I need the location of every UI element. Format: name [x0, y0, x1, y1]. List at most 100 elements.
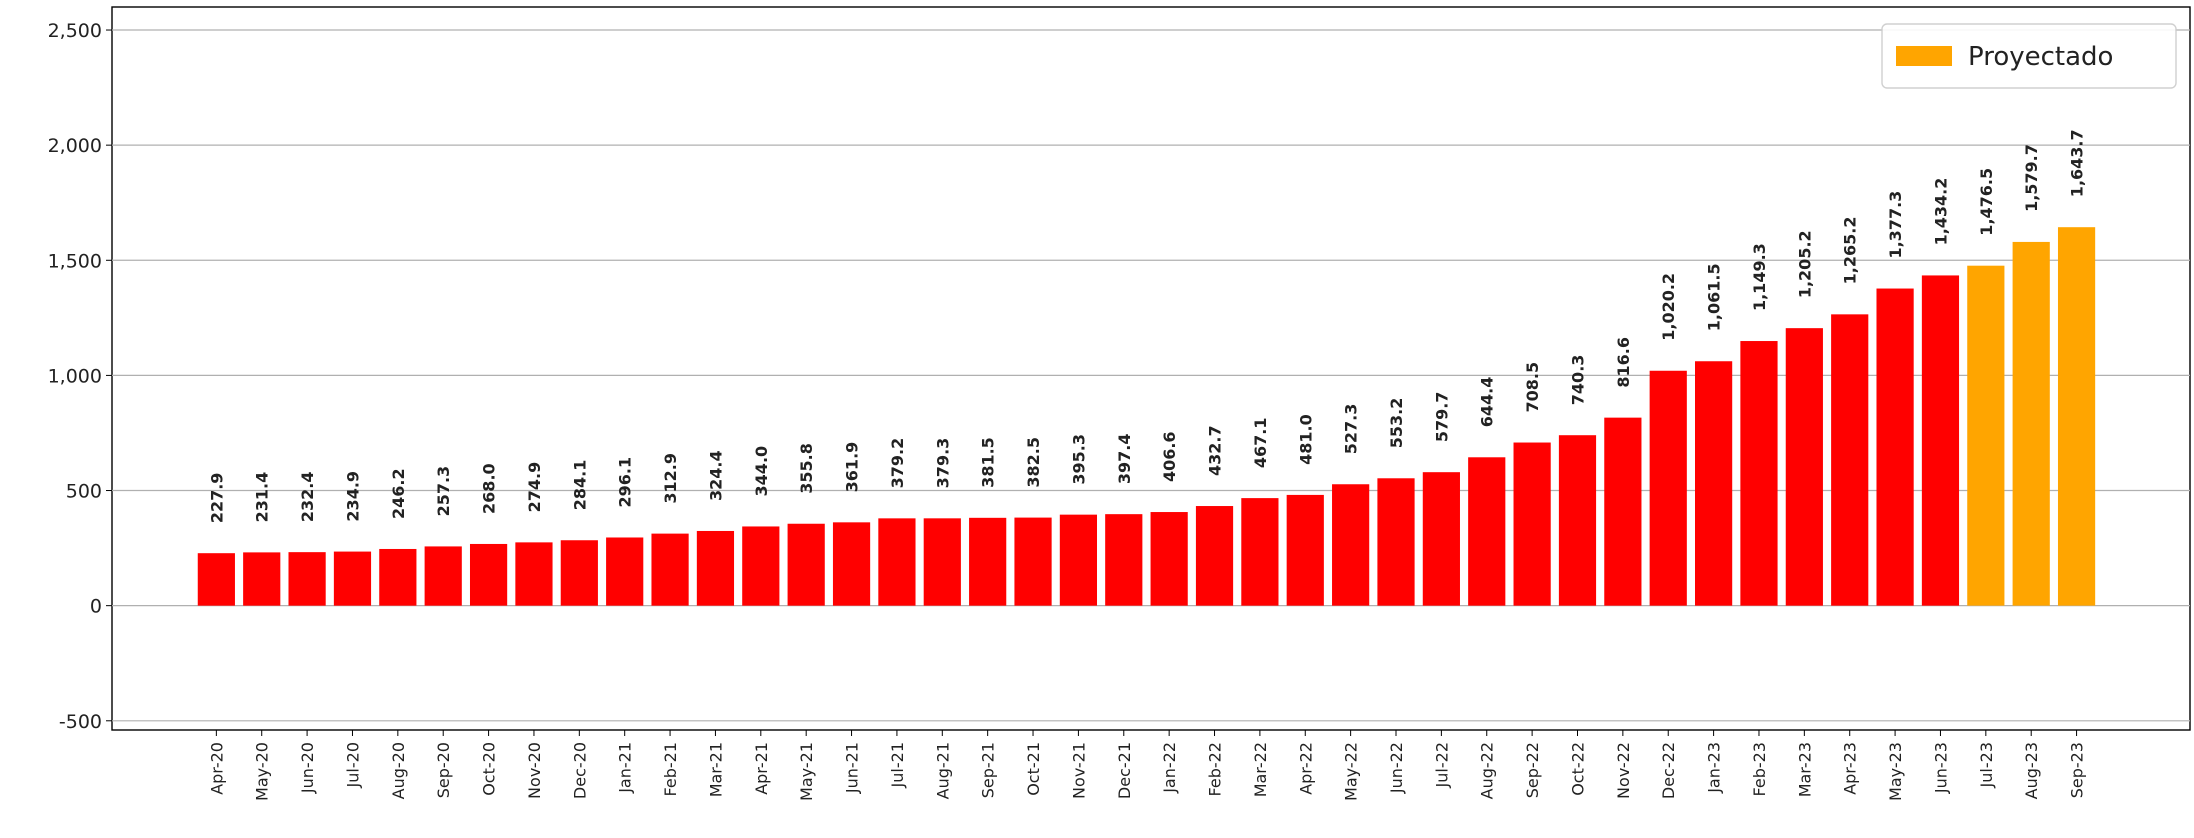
bar [1241, 498, 1279, 606]
value-label: 1,377.3 [1886, 191, 1905, 259]
x-tick-label: Jun-22 [1387, 742, 1406, 794]
x-tick-label: Sep-20 [434, 742, 453, 798]
value-label: 1,061.5 [1705, 263, 1724, 331]
bar [1195, 506, 1234, 606]
bar [1468, 457, 1506, 606]
x-tick-label: Aug-23 [2022, 742, 2041, 799]
value-label: 467.1 [1251, 418, 1270, 469]
value-label: 1,020.2 [1659, 273, 1678, 341]
bar [2057, 227, 2096, 606]
value-label: 1,579.7 [2022, 144, 2041, 212]
bar [651, 533, 689, 606]
x-tick-label: May-21 [797, 742, 816, 801]
value-label: 406.6 [1160, 431, 1179, 482]
x-tick-label: May-23 [1886, 742, 1905, 801]
x-tick-label: Feb-21 [661, 742, 680, 796]
x-tick-label: Jun-21 [843, 742, 862, 794]
y-tick-label: 1,500 [48, 250, 102, 272]
value-label: 312.9 [661, 453, 680, 504]
x-tick-label: Nov-22 [1614, 742, 1633, 799]
bar [696, 530, 735, 606]
bar [1014, 517, 1052, 606]
x-tick-label: Apr-22 [1296, 742, 1315, 795]
bar [923, 518, 961, 606]
bar [1876, 288, 1914, 606]
y-tick-label: 1,000 [48, 365, 102, 387]
bar [243, 552, 281, 606]
x-tick-label: Jun-23 [1931, 742, 1950, 794]
value-label: 395.3 [1069, 434, 1088, 485]
bar [424, 546, 462, 606]
x-tick-label: Sep-23 [2068, 742, 2087, 798]
value-label: 432.7 [1206, 425, 1225, 476]
bar [1831, 314, 1869, 606]
value-label: 1,476.5 [1977, 168, 1996, 236]
bar [742, 526, 780, 606]
y-tick-label: -500 [59, 711, 102, 733]
bar [469, 543, 508, 606]
value-label: 234.9 [343, 471, 362, 522]
value-label: 296.1 [616, 457, 635, 508]
bar [1785, 328, 1823, 606]
x-tick-label: Feb-23 [1750, 742, 1769, 796]
value-label: 553.2 [1387, 398, 1406, 449]
bar [1558, 435, 1597, 606]
bar [1921, 275, 1960, 606]
x-tick-label: Jul-22 [1432, 742, 1451, 788]
x-tick-label: Oct-20 [480, 742, 499, 796]
x-tick-label: Jul-21 [888, 742, 907, 788]
y-tick-label: 2,000 [48, 135, 102, 157]
bar [560, 540, 598, 606]
x-tick-label: Jul-23 [1977, 742, 1996, 788]
bar [1286, 494, 1324, 606]
value-label: 1,643.7 [2068, 129, 2087, 197]
x-tick-label: Aug-22 [1478, 742, 1497, 799]
value-label: 344.0 [752, 446, 771, 497]
y-tick-label: 0 [90, 596, 102, 618]
value-label: 527.3 [1342, 404, 1361, 455]
bar [878, 518, 916, 606]
value-label: 379.3 [933, 438, 952, 489]
value-label: 816.6 [1614, 337, 1633, 388]
x-tick-label: Nov-21 [1069, 742, 1088, 799]
legend-swatch [1896, 46, 1952, 66]
x-tick-label: Dec-20 [570, 742, 589, 799]
x-tick-label: Jan-22 [1160, 742, 1179, 794]
value-label: 246.2 [389, 468, 408, 519]
value-label: 1,434.2 [1931, 178, 1950, 246]
value-label: 382.5 [1024, 437, 1043, 488]
bar [1332, 484, 1370, 606]
value-label: 231.4 [253, 472, 272, 523]
bar [1059, 514, 1098, 606]
value-label: 284.1 [570, 460, 589, 511]
x-tick-label: Aug-21 [933, 742, 952, 799]
value-label: 361.9 [843, 442, 862, 493]
x-tick-label: Mar-22 [1251, 742, 1270, 797]
value-label: 1,265.2 [1841, 217, 1860, 285]
bar [606, 537, 644, 606]
value-label: 381.5 [979, 437, 998, 488]
x-tick-label: Aug-20 [389, 742, 408, 799]
bar [197, 553, 235, 606]
bar [1740, 341, 1778, 606]
plot-frame [111, 6, 2191, 731]
bar [1695, 361, 1733, 606]
x-tick-label: Apr-23 [1841, 742, 1860, 795]
value-label: 257.3 [434, 466, 453, 517]
bar [787, 523, 825, 606]
x-tick-label: May-22 [1342, 742, 1361, 801]
value-label: 355.8 [797, 443, 816, 494]
bar [1604, 417, 1642, 606]
bar [288, 552, 326, 606]
x-tick-label: Oct-21 [1024, 742, 1043, 796]
bar [1967, 265, 2005, 606]
value-label: 1,205.2 [1795, 230, 1814, 298]
x-tick-label: Mar-23 [1795, 742, 1814, 797]
x-tick-label: Jun-20 [298, 742, 317, 794]
x-tick-label: Feb-22 [1206, 742, 1225, 796]
bar [969, 517, 1007, 606]
bar [832, 522, 871, 606]
bar [1105, 514, 1143, 606]
x-tick-label: Jan-21 [616, 742, 635, 794]
